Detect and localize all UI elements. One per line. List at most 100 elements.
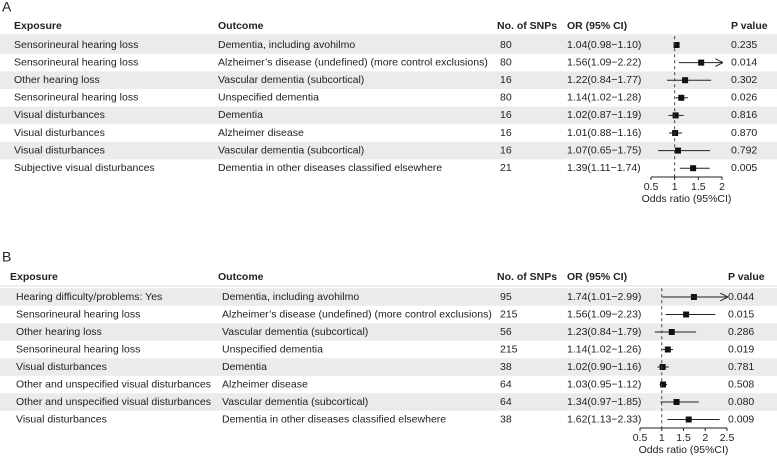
cell-outcome: Dementia in other diseases classified el… (218, 162, 442, 174)
cell-value-labels: 1.02(0.90−1.16) (567, 361, 641, 373)
row-shade (0, 71, 777, 89)
cell-p-values: 0.792 (731, 144, 757, 156)
cell-value-labels: 1.39(1.11−1.74) (567, 162, 641, 174)
or-point (674, 147, 681, 154)
cell-exposure: Subjective visual disturbances (14, 162, 155, 174)
cell-value-labels: 1.02(0.87−1.19) (567, 109, 641, 121)
x-tick-label: 1 (672, 181, 678, 193)
cell-snps: 16 (500, 74, 512, 86)
cell-outcome: Vascular dementia (subcortical) (222, 326, 368, 338)
cell-p-values: 0.080 (728, 396, 754, 408)
cell-outcome: Alzheimer’s disease (undefined) (more co… (218, 56, 488, 68)
or-point (685, 416, 692, 423)
cell-value-labels: 1.34(0.97−1.85) (567, 396, 641, 408)
cell-exposure: Visual disturbances (14, 109, 105, 121)
column-header: OR (95% CI) (567, 20, 627, 32)
cell-value-labels: 1.14(1.02−1.28) (567, 92, 641, 104)
cell-outcome: Dementia, including avohilmo (218, 39, 355, 51)
cell-exposure: Visual disturbances (14, 127, 105, 139)
or-point (664, 346, 671, 353)
x-tick-label: 1.5 (691, 181, 706, 193)
cell-p-values: 0.044 (728, 291, 754, 303)
cell-outcome: Unspecified dementia (218, 92, 319, 104)
cell-value-labels: 1.03(0.95−1.12) (567, 378, 641, 390)
cell-value-labels: 1.62(1.13−2.33) (567, 413, 641, 425)
or-point (683, 311, 690, 318)
cell-outcome: Vascular dementia (subcortical) (218, 144, 364, 156)
cell-snps: 80 (500, 56, 512, 68)
cell-outcome: Alzheimer’s disease (undefined) (more co… (222, 308, 492, 320)
cell-value-labels: 1.56(1.09−2.23) (567, 308, 641, 320)
cell-exposure: Sensorineural hearing loss (16, 308, 140, 320)
cell-exposure: Visual disturbances (16, 361, 107, 373)
cell-p-values: 0.019 (728, 343, 754, 355)
cell-exposure: Sensorineural hearing loss (14, 39, 138, 51)
cell-snps: 80 (500, 39, 512, 51)
row-shade (0, 393, 777, 411)
cell-outcome: Vascular dementia (subcortical) (218, 74, 364, 86)
x-tick-label: 1.5 (676, 432, 691, 444)
column-header: No. of SNPs (497, 20, 557, 32)
cell-exposure: Sensorineural hearing loss (16, 343, 140, 355)
column-header: Outcome (218, 20, 264, 32)
cell-snps: 16 (500, 109, 512, 121)
cell-exposure: Other hearing loss (16, 326, 102, 338)
cell-exposure: Visual disturbances (14, 144, 105, 156)
cell-value-labels: 1.14(1.02−1.26) (567, 343, 641, 355)
column-header: Exposure (14, 20, 62, 32)
cell-snps: 95 (500, 291, 512, 303)
x-axis-title: Odds ratio (95%CI) (642, 193, 732, 205)
cell-outcome: Alzheimer disease (222, 378, 308, 390)
panel-label: B (2, 249, 11, 265)
cell-exposure: Other and unspecified visual disturbance… (16, 378, 211, 390)
row-shade (0, 36, 777, 54)
cell-snps: 38 (500, 361, 512, 373)
cell-snps: 80 (500, 92, 512, 104)
cell-p-values: 0.508 (728, 378, 754, 390)
column-header: Outcome (218, 271, 264, 283)
cell-exposure: Visual disturbances (16, 413, 107, 425)
cell-p-values: 0.870 (731, 127, 757, 139)
panel-label: A (2, 0, 12, 15)
column-header: P value (731, 20, 768, 32)
or-point (668, 329, 675, 335)
cell-value-labels: 1.04(0.98−1.10) (567, 39, 641, 51)
cell-snps: 64 (500, 396, 512, 408)
cell-p-values: 0.005 (731, 162, 757, 174)
or-point (673, 42, 680, 48)
cell-outcome: Dementia in other diseases classified el… (222, 413, 446, 425)
cell-value-labels: 1.01(0.88−1.16) (567, 127, 641, 139)
row-shade (0, 358, 777, 376)
x-tick-label: 2 (702, 432, 708, 444)
cell-snps: 16 (500, 144, 512, 156)
cell-snps: 215 (500, 308, 518, 320)
or-point (682, 77, 689, 84)
x-tick-label: 2 (719, 181, 725, 193)
cell-exposure: Hearing difficulty/problems: Yes (16, 291, 162, 303)
cell-snps: 38 (500, 413, 512, 425)
cell-outcome: Dementia (222, 361, 267, 373)
cell-outcome: Dementia, including avohilmo (222, 291, 359, 303)
cell-p-values: 0.781 (728, 361, 754, 373)
cell-exposure: Sensorineural hearing loss (14, 56, 138, 68)
row-shade (0, 288, 777, 306)
cell-p-values: 0.235 (731, 39, 757, 51)
cell-p-values: 0.286 (728, 326, 754, 338)
cell-snps: 215 (500, 343, 518, 355)
cell-value-labels: 1.56(1.09−2.22) (567, 56, 641, 68)
cell-snps: 16 (500, 127, 512, 139)
or-point (659, 364, 666, 370)
column-header: OR (95% CI) (567, 271, 627, 283)
cell-snps: 56 (500, 326, 512, 338)
column-header: P value (728, 271, 765, 283)
or-point (690, 165, 697, 172)
row-shade (0, 323, 777, 341)
or-point (660, 381, 667, 388)
x-tick-label: 0.5 (633, 432, 648, 444)
cell-value-labels: 1.07(0.65−1.75) (567, 144, 641, 156)
cell-value-labels: 1.74(1.01−2.99) (567, 291, 641, 303)
cell-p-values: 0.014 (731, 56, 757, 68)
cell-exposure: Other hearing loss (14, 74, 100, 86)
or-point (673, 399, 680, 405)
